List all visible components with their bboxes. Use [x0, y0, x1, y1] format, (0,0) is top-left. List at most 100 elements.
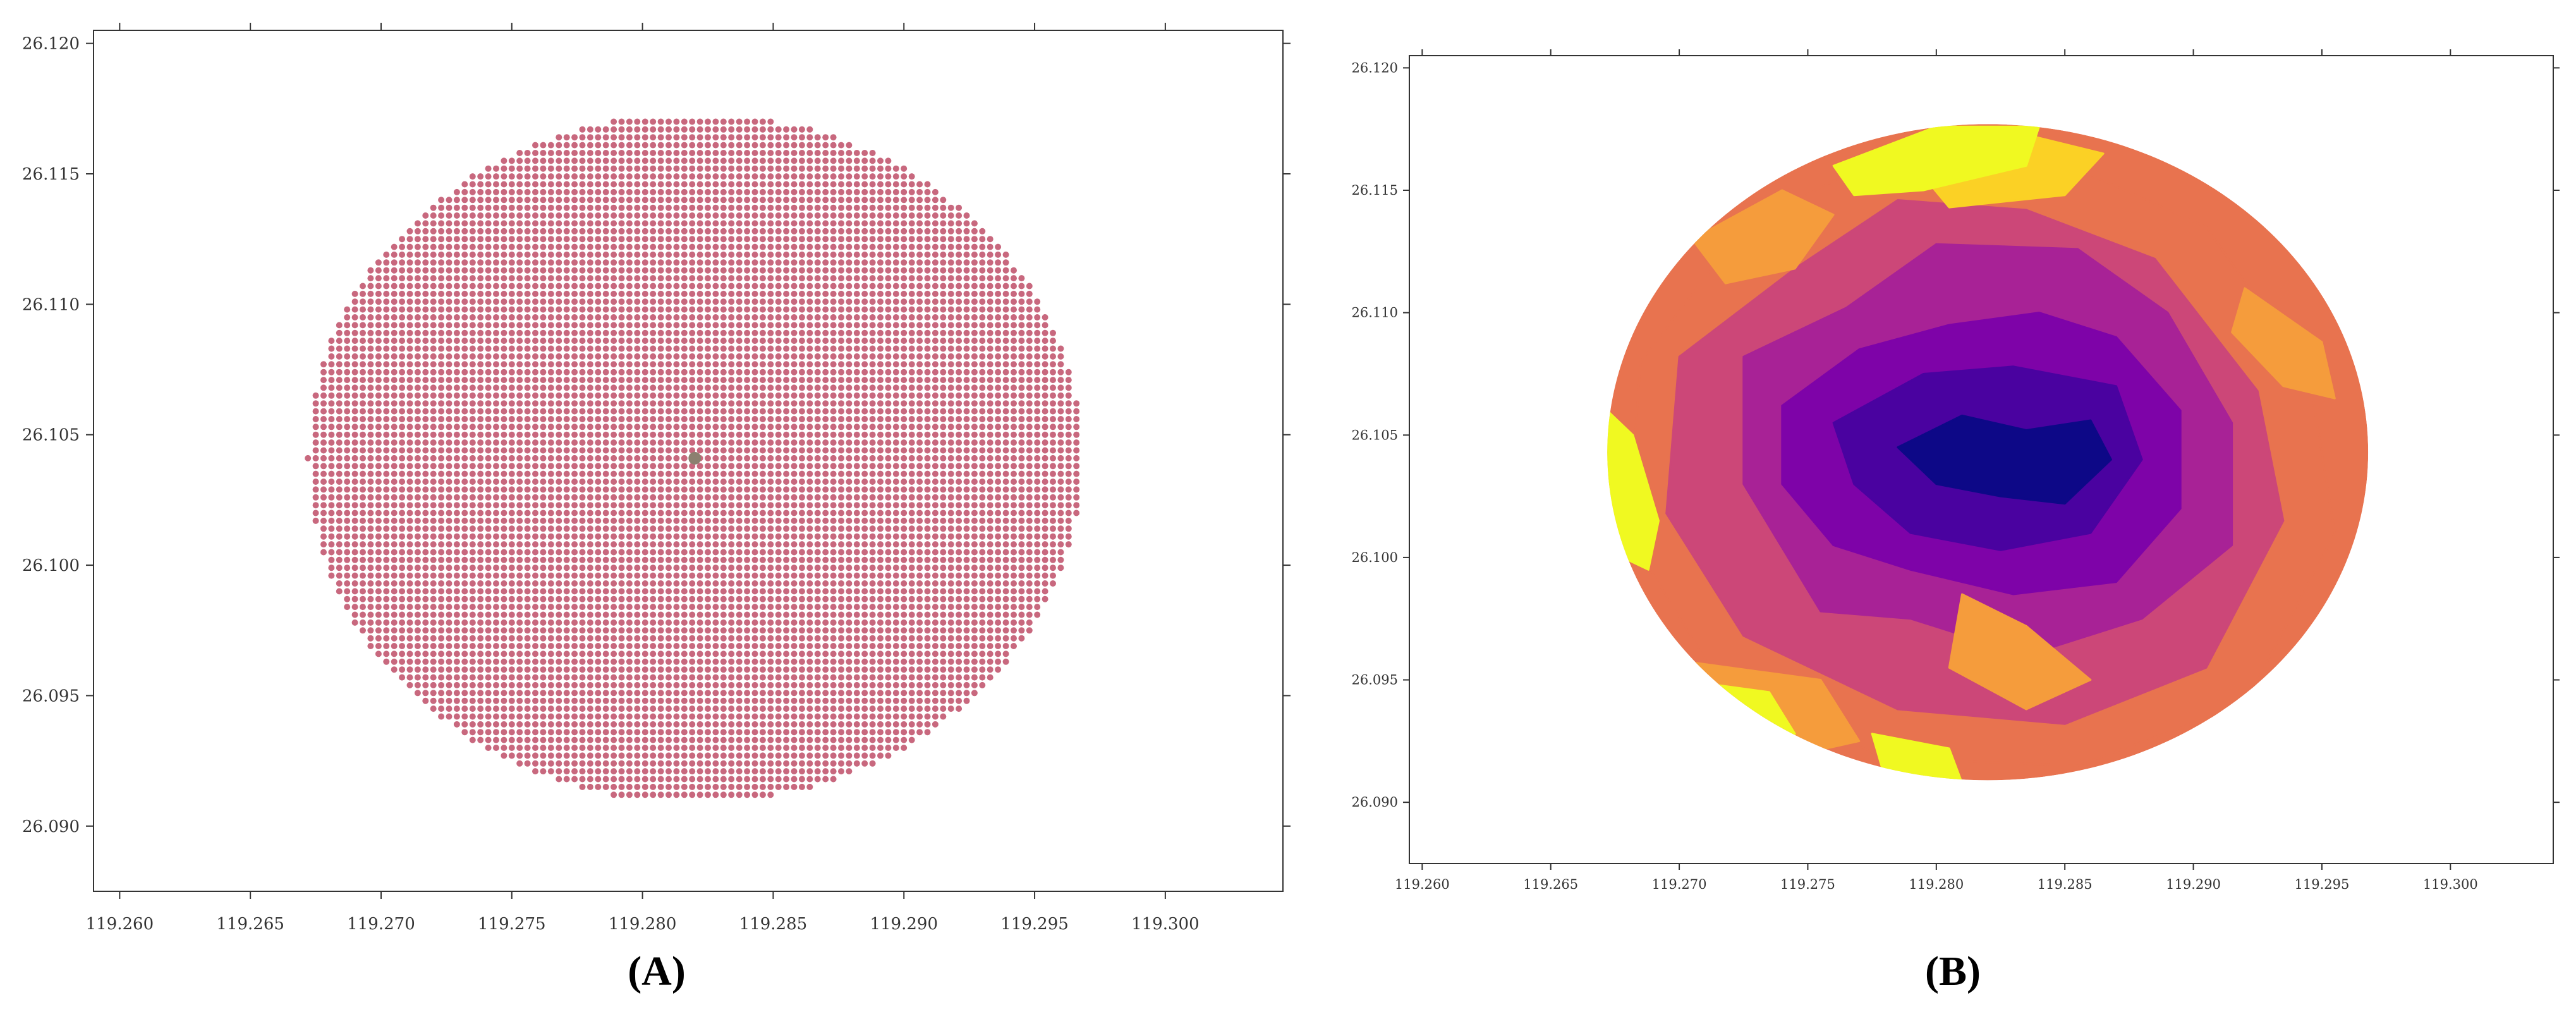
scatter-point — [838, 643, 844, 649]
scatter-point — [446, 588, 453, 595]
scatter-point — [665, 768, 672, 775]
scatter-point — [328, 384, 335, 391]
scatter-point — [391, 447, 398, 454]
scatter-point — [814, 729, 821, 736]
scatter-point — [892, 408, 899, 415]
scatter-point — [1011, 369, 1017, 375]
scatter-point — [712, 736, 719, 743]
scatter-point — [963, 463, 970, 470]
scatter-point — [665, 690, 672, 697]
scatter-point — [861, 533, 868, 540]
scatter-point — [696, 439, 703, 446]
scatter-point — [422, 674, 429, 681]
scatter-point — [611, 470, 617, 477]
scatter-point — [947, 588, 954, 595]
scatter-point — [493, 353, 499, 360]
scatter-point — [767, 470, 774, 477]
scatter-point — [430, 369, 437, 375]
scatter-point — [830, 329, 837, 336]
scatter-point — [814, 658, 821, 665]
scatter-point — [312, 463, 319, 470]
scatter-point — [563, 697, 570, 704]
scatter-point — [556, 424, 562, 430]
scatter-point — [806, 745, 813, 751]
scatter-point — [563, 463, 570, 470]
scatter-point — [1002, 619, 1009, 626]
scatter-point — [547, 408, 554, 415]
scatter-point — [901, 517, 908, 524]
scatter-point — [775, 556, 782, 563]
scatter-point — [705, 517, 711, 524]
scatter-point — [947, 643, 954, 649]
scatter-point — [501, 377, 507, 384]
scatter-point — [634, 666, 641, 673]
scatter-point — [586, 338, 593, 345]
scatter-point — [626, 635, 633, 642]
scatter-point — [689, 760, 696, 767]
scatter-point — [971, 595, 978, 602]
scatter-point — [963, 329, 970, 336]
scatter-point — [453, 353, 460, 360]
scatter-point — [963, 611, 970, 618]
scatter-point — [979, 627, 986, 634]
scatter-point — [924, 556, 931, 563]
scatter-point — [508, 384, 515, 391]
scatter-point — [602, 572, 609, 579]
scatter-point — [775, 338, 782, 345]
scatter-point — [1057, 439, 1064, 446]
scatter-point — [383, 494, 390, 501]
scatter-point — [650, 604, 657, 611]
scatter-point — [586, 705, 593, 712]
scatter-point — [838, 588, 844, 595]
scatter-point — [1011, 611, 1017, 618]
scatter-point — [806, 783, 813, 790]
scatter-point — [932, 697, 939, 704]
scatter-point — [830, 424, 837, 430]
scatter-point — [453, 338, 460, 345]
scatter-point — [422, 463, 429, 470]
scatter-point — [901, 611, 908, 618]
scatter-point — [751, 658, 758, 665]
scatter-point — [775, 736, 782, 743]
scatter-point — [446, 463, 453, 470]
scatter-point — [532, 705, 538, 712]
scatter-point — [791, 643, 798, 649]
scatter-point — [932, 690, 939, 697]
scatter-point — [940, 713, 947, 720]
scatter-point — [1050, 556, 1056, 563]
scatter-point — [892, 416, 899, 422]
scatter-point — [438, 690, 445, 697]
scatter-point — [305, 455, 312, 461]
scatter-point — [947, 408, 954, 415]
scatter-point — [563, 510, 570, 516]
scatter-point — [1026, 424, 1033, 430]
scatter-point — [995, 643, 1002, 649]
scatter-point — [814, 572, 821, 579]
scatter-point — [720, 329, 727, 336]
scatter-point — [586, 745, 593, 751]
scatter-point — [446, 384, 453, 391]
scatter-point — [751, 776, 758, 783]
scatter-point — [869, 470, 876, 477]
scatter-point — [328, 447, 335, 454]
scatter-point — [1034, 416, 1041, 422]
scatter-point — [846, 556, 853, 563]
scatter-point — [838, 400, 844, 407]
scatter-point — [485, 674, 492, 681]
scatter-point — [956, 338, 963, 345]
scatter-point — [547, 345, 554, 352]
scatter-point — [681, 595, 688, 602]
scatter-point — [751, 525, 758, 532]
scatter-point — [877, 377, 884, 384]
scatter-point — [414, 353, 421, 360]
scatter-point — [383, 486, 390, 493]
scatter-point — [1002, 533, 1009, 540]
scatter-point — [438, 580, 445, 587]
scatter-point — [516, 604, 523, 611]
scatter-point — [446, 674, 453, 681]
scatter-point — [846, 502, 853, 509]
scatter-point — [556, 736, 562, 743]
scatter-point — [1002, 479, 1009, 485]
scatter-point — [705, 392, 711, 399]
scatter-point — [783, 463, 790, 470]
